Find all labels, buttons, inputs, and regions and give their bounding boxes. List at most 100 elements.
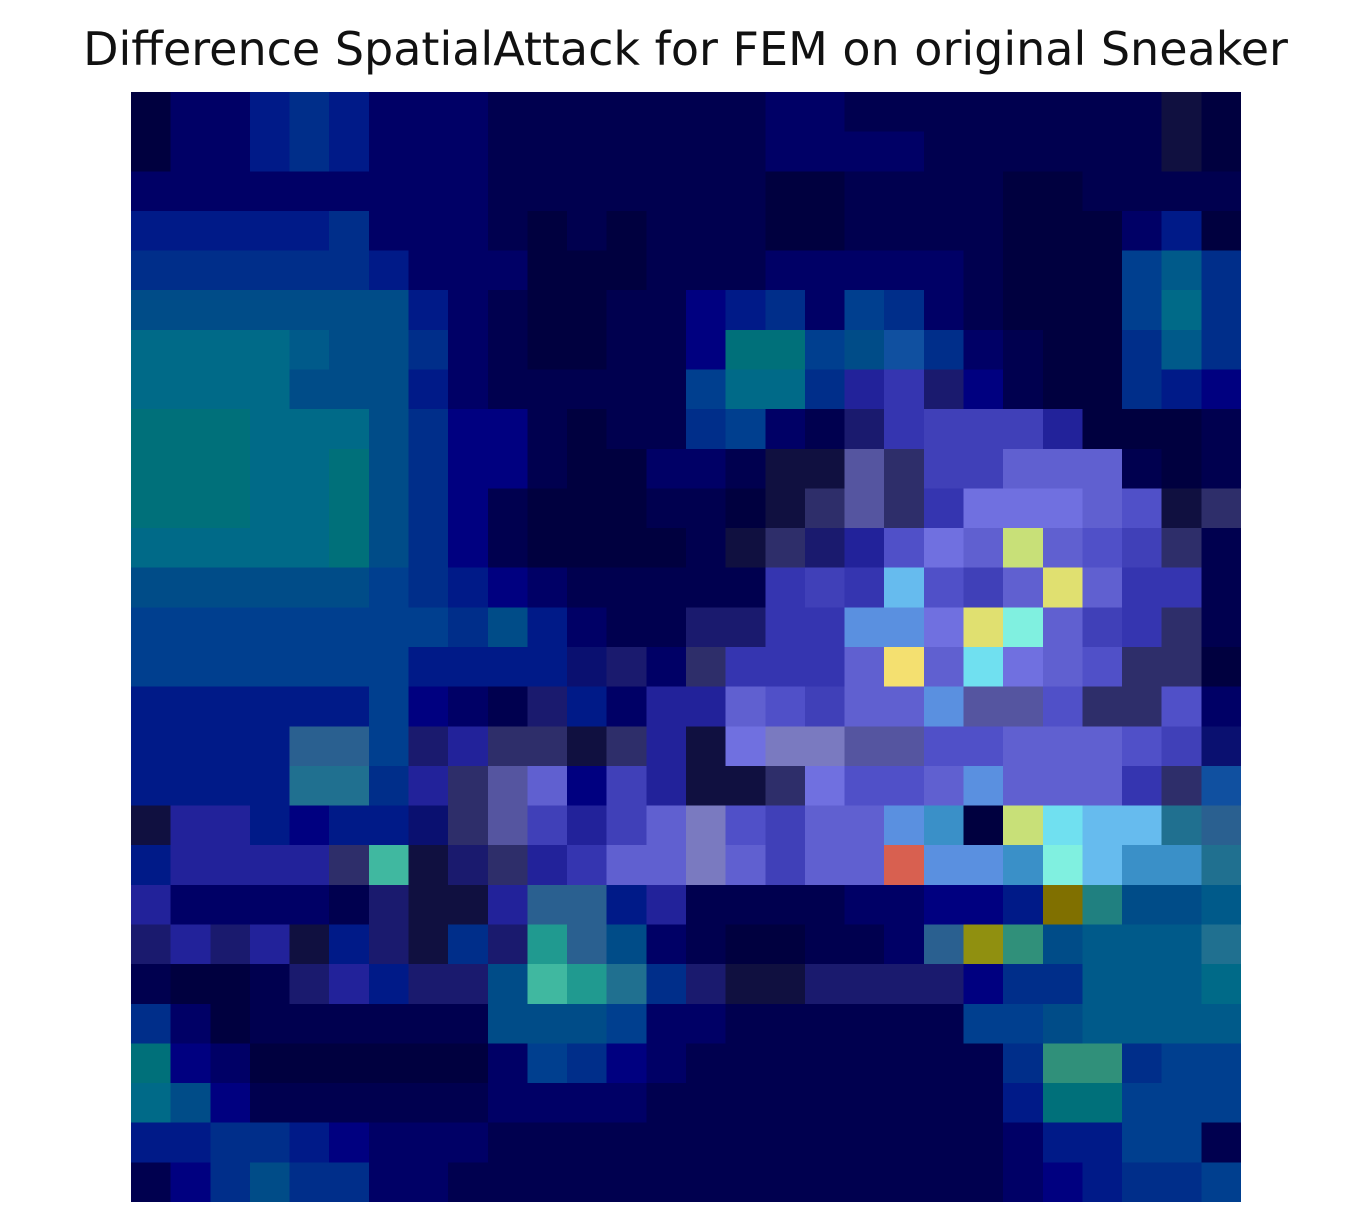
heatmap-cell: [1161, 647, 1202, 688]
heatmap-cell: [1201, 845, 1241, 886]
heatmap-cell: [368, 1122, 410, 1163]
heatmap-cell: [567, 329, 608, 371]
heatmap-cell: [289, 765, 330, 807]
heatmap-cell: [289, 488, 330, 529]
heatmap-cell: [1082, 210, 1123, 252]
heatmap-cell: [646, 369, 687, 410]
heatmap-cell: [686, 607, 727, 648]
heatmap-cell: [606, 607, 647, 648]
heatmap-cell: [923, 924, 965, 965]
heatmap-cell: [289, 369, 330, 410]
heatmap-cell: [725, 845, 766, 886]
heatmap-cell: [1082, 92, 1123, 133]
heatmap-cell: [1161, 765, 1202, 807]
heatmap-cell: [686, 884, 727, 926]
heatmap-cell: [686, 210, 727, 252]
heatmap-cell: [884, 409, 925, 450]
heatmap-cell: [131, 488, 172, 529]
heatmap-cell: [567, 924, 608, 965]
heatmap-cell: [210, 1003, 251, 1045]
heatmap-cell: [725, 1003, 766, 1045]
heatmap-cell: [487, 250, 529, 291]
heatmap-cell: [1122, 686, 1163, 727]
heatmap-cell: [368, 369, 410, 410]
heatmap-cell: [249, 369, 291, 410]
heatmap-cell: [963, 171, 1004, 212]
heatmap-cell: [923, 1162, 965, 1202]
heatmap-cell: [606, 131, 647, 172]
heatmap-cell: [1161, 567, 1202, 608]
heatmap-cell: [923, 726, 965, 767]
heatmap-cell: [884, 924, 925, 965]
heatmap-cell: [210, 647, 251, 688]
heatmap-cell: [606, 448, 647, 490]
heatmap-cell: [249, 250, 291, 291]
heatmap-cell: [527, 726, 568, 767]
heatmap-cell: [1042, 329, 1084, 371]
heatmap-cell: [487, 488, 529, 529]
heatmap-cell: [844, 805, 885, 846]
heatmap-cell: [289, 1043, 330, 1084]
heatmap-cell: [1082, 607, 1123, 648]
heatmap-cell: [567, 1083, 608, 1124]
heatmap-cell: [210, 210, 251, 252]
heatmap-cell: [765, 567, 806, 608]
heatmap-cell: [606, 924, 647, 965]
heatmap-cell: [131, 607, 172, 648]
heatmap-cell: [725, 964, 766, 1005]
heatmap-cell: [1201, 964, 1241, 1005]
heatmap-cell: [210, 765, 251, 807]
heatmap-cell: [170, 369, 211, 410]
heatmap-cell: [646, 1043, 687, 1084]
heatmap-cell: [765, 607, 806, 648]
heatmap-cell: [606, 171, 647, 212]
heatmap-cell: [1003, 964, 1044, 1005]
heatmap-cell: [804, 686, 846, 727]
heatmap-cell: [408, 329, 449, 371]
heatmap-cell: [1201, 1122, 1241, 1163]
heatmap-cell: [1082, 409, 1123, 450]
heatmap-cell: [448, 92, 489, 133]
heatmap-cell: [1201, 528, 1241, 569]
heatmap-cell: [804, 171, 846, 212]
heatmap-cell: [329, 1043, 370, 1084]
heatmap-cell: [131, 329, 172, 371]
heatmap-cell: [170, 329, 211, 371]
heatmap-cell: [963, 964, 1004, 1005]
heatmap-cell: [646, 805, 687, 846]
heatmap-cell: [765, 647, 806, 688]
heatmap-cell: [1042, 290, 1084, 331]
heatmap-cell: [487, 1043, 529, 1084]
heatmap-cell: [487, 409, 529, 450]
heatmap-cell: [844, 1162, 885, 1202]
heatmap-cell: [1042, 369, 1084, 410]
heatmap-cell: [289, 686, 330, 727]
heatmap-cell: [686, 171, 727, 212]
heatmap-cell: [1082, 1122, 1123, 1163]
heatmap-cell: [686, 1003, 727, 1045]
heatmap-cell: [448, 448, 489, 490]
heatmap-cell: [1042, 250, 1084, 291]
heatmap-cell: [289, 607, 330, 648]
heatmap-cell: [884, 329, 925, 371]
heatmap-cell: [289, 528, 330, 569]
heatmap-cell: [1122, 448, 1163, 490]
heatmap-cell: [725, 448, 766, 490]
heatmap-cell: [1042, 528, 1084, 569]
heatmap-cell: [448, 1003, 489, 1045]
heatmap-cell: [765, 131, 806, 172]
heatmap-cell: [448, 686, 489, 727]
heatmap-cell: [249, 488, 291, 529]
heatmap-cell: [884, 171, 925, 212]
heatmap-cell: [289, 884, 330, 926]
heatmap-cell: [923, 1003, 965, 1045]
heatmap-cell: [131, 92, 172, 133]
heatmap-cell: [487, 210, 529, 252]
heatmap-cell: [567, 1122, 608, 1163]
heatmap-cell: [923, 210, 965, 252]
heatmap-cell: [804, 765, 846, 807]
heatmap-cell: [606, 567, 647, 608]
heatmap-cell: [289, 448, 330, 490]
heatmap-cell: [131, 884, 172, 926]
heatmap-cell: [527, 1003, 568, 1045]
